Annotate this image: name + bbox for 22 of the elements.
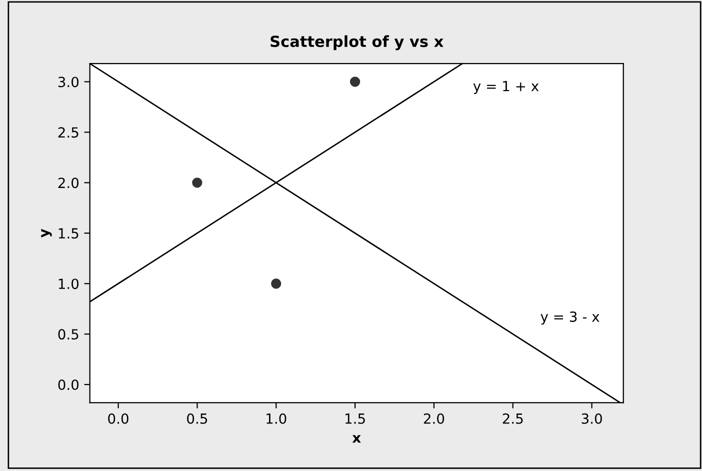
y-tick-label: 2.0 [58,178,79,188]
y-tick-label: 0.5 [58,329,78,340]
y-tick-label: 3.0 [58,76,79,88]
x-tick-label: 1.5 [346,414,365,424]
annotation: y = 3 - x [540,311,600,325]
y-tick-label: 2.5 [58,127,78,138]
x-tick-label: 2.5 [502,413,523,424]
point [192,178,202,188]
chart-title: Scatterplot of y vs x [270,35,444,50]
x-tick-label: 0.5 [187,413,208,424]
point [271,278,282,289]
x-axis-title: x [352,435,361,443]
annotation: y = 1 + x [473,81,539,94]
x-tick-label: 2.0 [424,413,444,424]
x-tick-label: 1.0 [266,413,286,424]
y-tick-label: 0.0 [58,380,79,390]
x-tick-label: 3.0 [582,413,602,424]
x-tick-label: 0.0 [108,413,128,424]
y-axis-title: y [41,228,52,238]
y-tick-label: 1.0 [58,278,79,290]
y-tick-label: 1.5 [58,228,78,239]
point [350,76,360,87]
